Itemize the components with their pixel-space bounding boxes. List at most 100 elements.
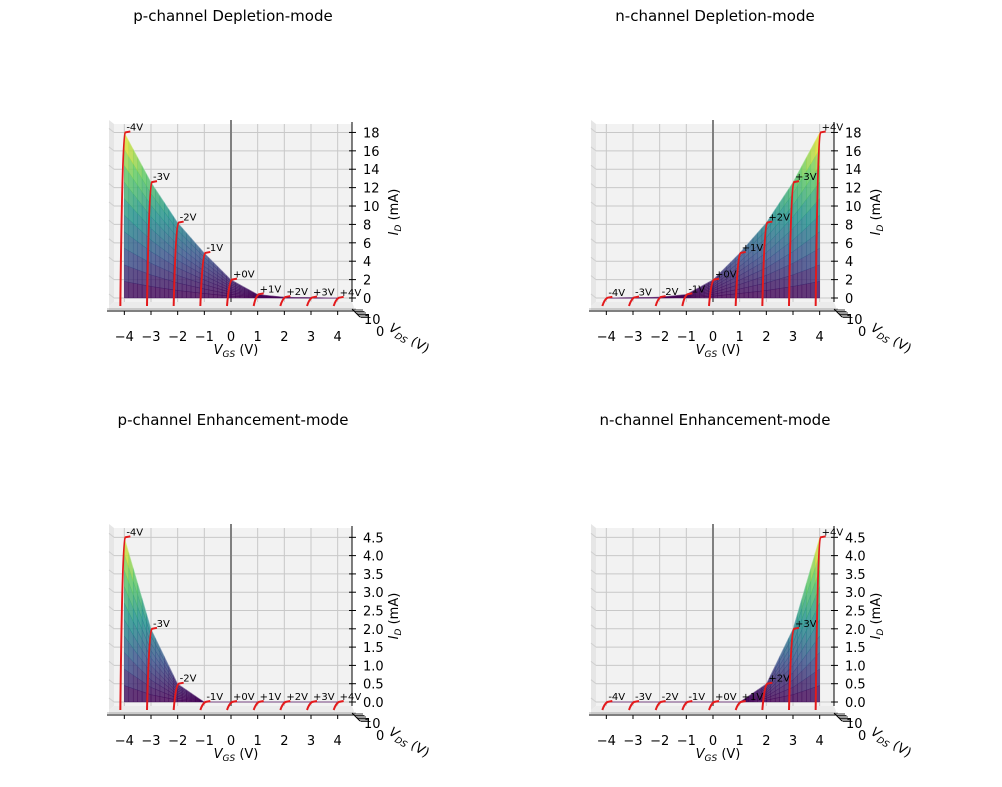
surface-patch — [187, 291, 191, 298]
z-axis-label: ID (mA) — [387, 593, 404, 640]
depth-tick-label: 0 — [376, 325, 384, 340]
curve-label: -2V — [662, 692, 679, 703]
curve-label: +2V — [768, 213, 790, 224]
surface-patch — [784, 276, 788, 288]
x-tick-label: 3 — [307, 330, 315, 345]
surface-patch — [138, 270, 142, 285]
z-tick-label: 12 — [363, 182, 380, 197]
surface-patch — [811, 687, 815, 702]
x-tick-label: 2 — [762, 734, 770, 749]
surface-patch — [142, 692, 146, 702]
surface-patch — [797, 692, 801, 702]
depth-axis-label: VDS (V) — [385, 321, 432, 359]
chart-p-channel-depletion: p-channel Depletion-mode-4V-3V-2V-1V+0V+… — [0, 0, 501, 383]
surface-patch — [129, 267, 133, 284]
surface-patch — [191, 292, 195, 298]
surface-patch — [771, 280, 775, 290]
z-tick-label: 0.0 — [363, 696, 384, 711]
z-tick-label: 2 — [845, 274, 853, 289]
surface-patch — [731, 294, 735, 298]
curve-label: +3V — [313, 288, 335, 299]
surface-patch — [757, 284, 761, 292]
surface-patch — [155, 287, 159, 298]
surface-patch — [124, 281, 128, 298]
z-tick-label: 3.5 — [845, 568, 866, 583]
z-tick-label: 3.5 — [363, 568, 384, 583]
curve-label: +0V — [233, 692, 255, 703]
surface-patch — [806, 253, 810, 270]
x-tick-label: −4 — [115, 330, 134, 345]
x-axis-label: VGS (V) — [214, 747, 259, 764]
z-tick-label: 1.0 — [845, 659, 866, 674]
curve-label: +4V — [340, 288, 362, 299]
curve-label: +3V — [313, 692, 335, 703]
chart-n-channel-depletion: n-channel Depletion-mode-4V-3V-2V-1V+0V+… — [482, 0, 983, 383]
panel-p-channel-depletion: p-channel Depletion-mode-4V-3V-2V-1V+0V+… — [0, 0, 501, 383]
z-axis-label: ID (mA) — [869, 189, 886, 236]
z-tick-label: 8 — [845, 218, 853, 233]
curve-label: -4V — [126, 122, 143, 133]
z-tick-label: 4.0 — [363, 550, 384, 565]
curve-label: -3V — [153, 172, 170, 183]
chart-n-channel-enhancement: n-channel Enhancement-mode-4V-3V-2V-1V+0… — [482, 404, 983, 787]
z-tick-label: 2 — [363, 274, 371, 289]
surface-patch — [138, 256, 142, 272]
curve-label: +0V — [715, 270, 737, 281]
surface-patch — [151, 275, 155, 287]
x-tick-label: 2 — [280, 330, 288, 345]
z-tick-label: 0.5 — [363, 678, 384, 693]
x-tick-label: −3 — [623, 330, 642, 345]
surface-patch — [178, 290, 182, 298]
depth-tick-label: 0 — [858, 729, 866, 744]
surface-patch — [802, 284, 806, 298]
curve-label: -1V — [688, 284, 705, 295]
z-tick-label: 6 — [363, 237, 371, 252]
surface-patch — [155, 276, 159, 288]
depth-tick-label: 0 — [376, 729, 384, 744]
surface-patch — [811, 282, 815, 298]
curve-label: -1V — [206, 692, 223, 703]
surface-patch — [133, 689, 137, 702]
z-axis-label: ID (mA) — [869, 593, 886, 640]
z-tick-label: 0.5 — [845, 678, 866, 693]
z-tick-label: 6 — [845, 237, 853, 252]
x-tick-label: 2 — [280, 734, 288, 749]
curve-label: +2V — [286, 692, 308, 703]
surface-patch — [757, 291, 761, 298]
x-tick-label: 0 — [227, 330, 235, 345]
x-axis-label: VGS (V) — [696, 747, 741, 764]
surface-patch — [209, 294, 213, 298]
curve-label: -2V — [662, 287, 679, 298]
surface-patch — [133, 268, 137, 284]
panel-n-channel-depletion: n-channel Depletion-mode-4V-3V-2V-1V+0V+… — [482, 0, 983, 383]
surface-patch — [797, 272, 801, 286]
x-tick-label: −3 — [141, 330, 160, 345]
x-tick-label: −3 — [141, 734, 160, 749]
curve-label: +4V — [822, 527, 844, 538]
surface-patch — [802, 690, 806, 702]
surface-patch — [195, 292, 199, 298]
surface-patch — [151, 286, 155, 298]
surface-patch — [178, 283, 182, 291]
curve-label: +1V — [260, 692, 282, 703]
curve-label: +0V — [233, 270, 255, 281]
surface-patch — [793, 286, 797, 298]
surface-patch — [133, 253, 137, 270]
surface-patch — [775, 279, 779, 289]
z-tick-label: 3.0 — [845, 586, 866, 601]
surface-patch — [784, 287, 788, 298]
surface-patch — [142, 285, 146, 298]
z-axis-label: ID (mA) — [387, 189, 404, 236]
x-tick-label: −2 — [650, 734, 669, 749]
z-tick-label: 0 — [363, 292, 371, 307]
curve-label: +1V — [742, 692, 764, 703]
surface-patch — [169, 289, 173, 298]
surface-patch — [749, 292, 753, 298]
surface-patch — [771, 289, 775, 298]
curve-label: +4V — [822, 122, 844, 133]
z-tick-label: 3.0 — [363, 586, 384, 601]
x-tick-label: −1 — [677, 330, 696, 345]
z-tick-label: 4 — [845, 255, 853, 270]
z-tick-label: 2.5 — [363, 605, 384, 620]
z-tick-label: 16 — [845, 145, 862, 160]
